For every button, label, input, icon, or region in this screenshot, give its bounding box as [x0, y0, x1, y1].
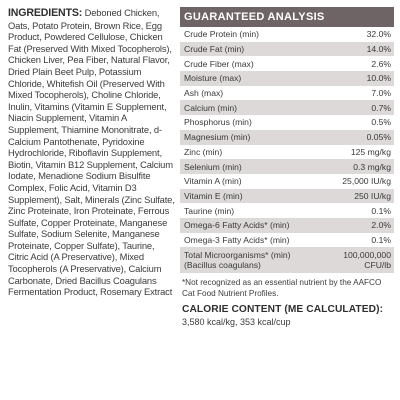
- analysis-row: Selenium (min) 0.3 mg/kg: [180, 159, 394, 174]
- analysis-row: Calcium (min) 0.7%: [180, 100, 394, 116]
- analysis-row: Vitamin E (min) 250 IU/kg: [180, 188, 394, 204]
- guaranteed-analysis-panel: GUARANTEED ANALYSIS Crude Protein (min) 3…: [180, 7, 394, 327]
- nutrient-value: 0.7%: [371, 102, 391, 113]
- analysis-row: Vitamin A (min) 25,000 IU/kg: [180, 174, 394, 189]
- nutrient-value: 250 IU/kg: [354, 190, 391, 201]
- ingredients-label: INGREDIENTS:: [8, 7, 83, 19]
- nutrient-name: Ash (max): [184, 88, 224, 99]
- analysis-row: Crude Protein (min) 32.0%: [180, 27, 394, 42]
- ingredients-text: Deboned Chicken, Oats, Potato Protein, B…: [8, 7, 175, 298]
- nutrient-name: Crude Protein (min): [184, 29, 259, 40]
- nutrient-name: Crude Fiber (max): [184, 58, 254, 69]
- analysis-title: GUARANTEED ANALYSIS: [180, 7, 394, 27]
- nutrient-value: 0.1%: [371, 234, 391, 245]
- nutrient-value: 100,000,000 CFU/lb: [343, 250, 391, 271]
- analysis-row: Moisture (max) 10.0%: [180, 71, 394, 86]
- nutrient-value: 10.0%: [366, 73, 391, 84]
- nutrient-name: Omega-3 Fatty Acids* (min): [184, 234, 290, 245]
- nutrient-value: 125 mg/kg: [350, 146, 391, 157]
- nutrient-name: Selenium (min): [184, 161, 242, 172]
- ingredients-panel: INGREDIENTS: Deboned Chicken, Oats, Pota…: [8, 7, 176, 298]
- nutrient-name: Phosphorus (min): [184, 117, 252, 128]
- nutrient-value: 0.5%: [371, 117, 391, 128]
- nutrient-name: Omega-6 Fatty Acids* (min): [184, 220, 290, 231]
- analysis-footnote: *Not recognized as an essential nutrient…: [182, 278, 382, 298]
- nutrient-value: 0.3 mg/kg: [353, 161, 391, 172]
- analysis-row: Ash (max) 7.0%: [180, 86, 394, 101]
- nutrient-value: 0.1%: [371, 205, 391, 216]
- nutrient-name: Vitamin E (min): [184, 190, 243, 201]
- nutrient-name: Vitamin A (min): [184, 176, 242, 187]
- analysis-table: Crude Protein (min) 32.0% Crude Fat (min) 1…: [180, 27, 394, 274]
- calorie-title: CALORIE CONTENT (ME CALCULATED):: [182, 304, 384, 316]
- analysis-row: Magnesium (min) 0.05%: [180, 129, 394, 145]
- nutrient-name: Crude Fat (min): [184, 44, 245, 55]
- nutrient-name: Zinc (min): [184, 146, 223, 157]
- nutrient-name: Magnesium (min): [184, 132, 251, 143]
- analysis-row: Phosphorus (min) 0.5%: [180, 115, 394, 130]
- nutrient-value: 0.05%: [366, 132, 391, 143]
- nutrient-value: 7.0%: [371, 88, 391, 99]
- calorie-value: 3,580 kcal/kg, 353 kcal/cup: [182, 317, 291, 328]
- analysis-row: Total Microorganisms* (min) (Bacillus co…: [180, 247, 394, 274]
- nutrient-name: Total Microorganisms* (min) (Bacillus co…: [184, 250, 291, 271]
- nutrient-value: 25,000 IU/kg: [342, 176, 391, 187]
- nutrient-name: Moisture (max): [184, 73, 242, 84]
- nutrient-value: 14.0%: [366, 44, 391, 55]
- nutrient-name: Calcium (min): [184, 102, 237, 113]
- analysis-row: Taurine (min) 0.1%: [180, 203, 394, 218]
- analysis-row: Omega-3 Fatty Acids* (min) 0.1%: [180, 233, 394, 248]
- analysis-row: Omega-6 Fatty Acids* (min) 2.0%: [180, 217, 394, 233]
- nutrient-value: 2.0%: [371, 220, 391, 231]
- nutrient-name: Taurine (min): [184, 205, 235, 216]
- nutrient-value: 2.6%: [371, 58, 391, 69]
- analysis-row: Zinc (min) 125 mg/kg: [180, 145, 394, 160]
- nutrient-value: 32.0%: [366, 29, 391, 40]
- analysis-row: Crude Fat (min) 14.0%: [180, 41, 394, 57]
- analysis-row: Crude Fiber (max) 2.6%: [180, 56, 394, 71]
